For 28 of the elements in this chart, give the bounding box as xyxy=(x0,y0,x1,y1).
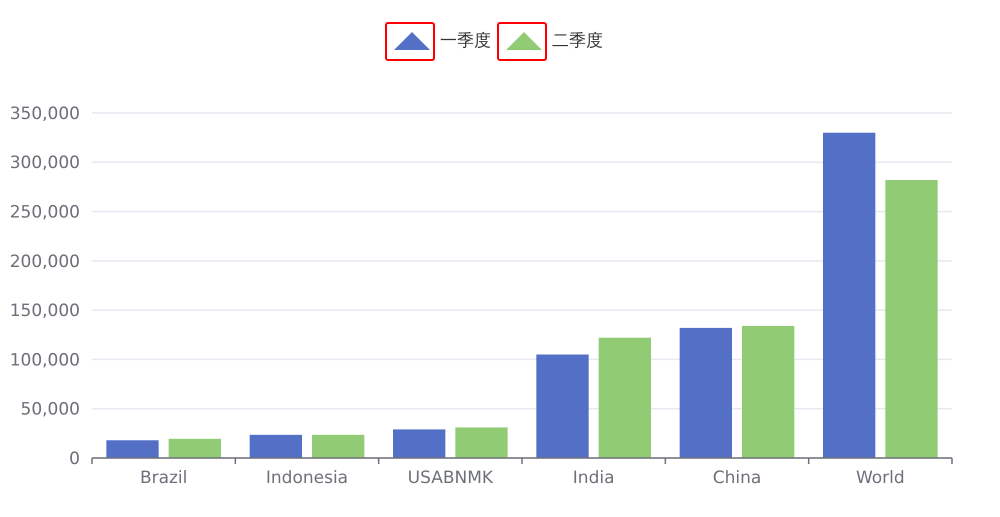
x-tick-label: China xyxy=(712,468,762,488)
x-tick-label: India xyxy=(572,468,615,488)
bar xyxy=(823,132,876,458)
bar xyxy=(680,328,732,458)
bar xyxy=(106,440,159,458)
y-tick-label: 0 xyxy=(69,448,80,469)
bar xyxy=(885,180,938,458)
bar xyxy=(455,427,508,458)
x-tick-label: World xyxy=(856,468,905,488)
y-tick-label: 100,000 xyxy=(10,350,80,370)
bar xyxy=(250,434,302,458)
x-tick-label: Indonesia xyxy=(266,468,348,488)
bar xyxy=(598,338,651,458)
y-tick-label: 300,000 xyxy=(10,153,80,174)
y-tick-label: 350,000 xyxy=(10,104,80,124)
y-tick-label: 250,000 xyxy=(10,202,80,223)
x-tick-label: Brazil xyxy=(140,468,188,488)
y-tick-label: 150,000 xyxy=(10,301,80,322)
legend-label: 二季度 xyxy=(552,30,603,51)
x-tick-label: USABNMK xyxy=(408,468,494,488)
bar xyxy=(312,434,364,458)
bar xyxy=(536,354,589,458)
legend-label: 一季度 xyxy=(440,30,491,51)
y-tick-label: 200,000 xyxy=(10,252,80,272)
bar xyxy=(168,438,221,458)
y-tick-label: 50,000 xyxy=(20,400,80,420)
bar xyxy=(393,429,446,458)
bar xyxy=(742,326,794,458)
